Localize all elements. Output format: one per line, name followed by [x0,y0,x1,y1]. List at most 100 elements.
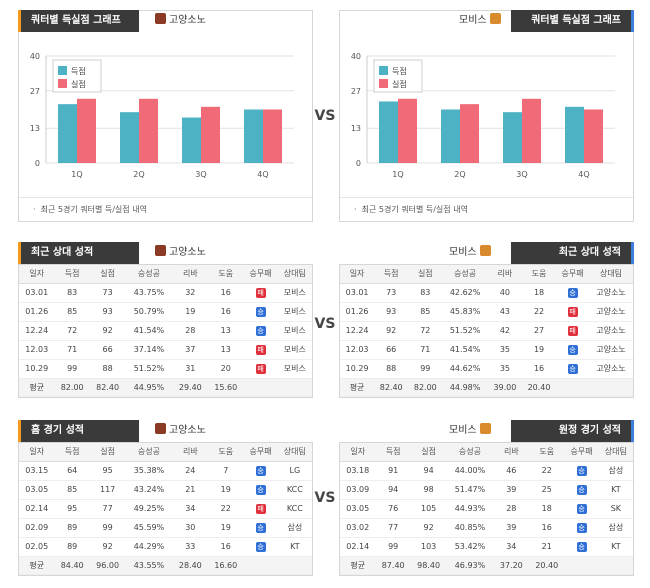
column-header: 승성공 [125,443,173,462]
header-accent [631,420,634,442]
table-cell: KT [598,480,633,500]
average-cell: 16.60 [208,556,244,575]
table-cell: 40.85% [446,518,494,538]
average-cell: 15.60 [208,378,244,397]
table-cell: 03.05 [340,499,376,519]
x-tick-label: 3Q [195,170,206,179]
result-badge: 패 [255,287,266,298]
average-cell [589,378,633,397]
table-cell: 53.42% [446,537,494,557]
team-label-left: 고양소노 [155,420,206,442]
table-cell: 28 [493,499,530,519]
table-cell: 51.52% [442,321,488,341]
table-cell: 18 [521,283,557,303]
average-cell: 84.40 [54,556,90,575]
table-cell: 고양소노 [589,340,633,360]
column-header: 일자 [19,443,55,462]
result-badge: 승 [576,484,587,495]
bar-score [120,112,139,163]
table-cell: 85 [408,302,443,322]
result-badge: 승 [255,325,266,336]
header-accent [18,10,21,32]
result-badge: 승 [576,503,587,514]
legend-box [373,59,423,93]
average-cell: 평균 [19,556,55,575]
result-cell: 패 [243,499,278,519]
legend-label: 득점 [71,66,86,76]
table-cell: 98 [410,480,447,500]
column-header: 실점 [408,265,443,284]
x-tick-label: 1Q [392,170,403,179]
table-cell: 99 [375,537,411,557]
table-cell: 72 [408,321,443,341]
header-accent [18,420,21,442]
average-cell: 39.00 [487,378,522,397]
column-header: 상대팀 [277,265,312,284]
table-cell: 20 [208,359,244,379]
table-cell: 46 [493,461,530,481]
legend-swatch [379,66,388,75]
chart-note-text: 최근 5경기 쿼터별 득/실점 내역 [40,205,147,214]
result-badge: 패 [567,306,578,317]
result-badge: 승 [576,465,587,476]
table-cell: 92 [374,321,409,341]
team-label-right: 모비스 [449,420,494,442]
team-name: 모비스 [449,247,477,258]
bar-concede [77,98,96,163]
table-cell: 49.25% [125,499,173,519]
table-cell: 41.54% [125,321,173,341]
table-cell: 32 [172,283,209,303]
chart-header-title: 쿼터별 득실점 그래프 [21,10,139,32]
table-row: 12.03 71 66 37.14% 37 13 패 모비스 [19,340,312,360]
table-cell: 39 [493,480,530,500]
table-cell: 44.62% [442,359,488,379]
team-label-left: 고양소노 [155,10,206,32]
table-cell: 93 [374,302,409,322]
table-cell: 03.09 [340,480,376,500]
column-header: 상대팀 [277,443,312,462]
y-tick-label: 13 [351,124,361,133]
table-cell: 01.26 [340,302,375,322]
result-cell: 패 [243,359,278,379]
average-cell: 평균 [19,378,55,397]
table-cell: 22 [521,302,557,322]
column-header: 승성공 [125,265,173,284]
legend-swatch [58,79,67,88]
bar-concede [398,98,417,163]
team-label-left: 고양소노 [155,242,206,264]
header-accent [18,242,21,264]
table-cell: 45.59% [125,518,173,538]
table-cell: 45.83% [442,302,488,322]
average-cell [243,378,278,397]
table-cell: 16 [521,359,557,379]
result-badge: 승 [255,541,266,552]
table-cell: 7 [208,461,244,481]
table-row: 03.09 94 98 51.47% 39 25 승 KT [340,480,633,500]
table-cell: 44.29% [125,537,173,557]
column-header: 도움 [208,265,244,284]
table-row: 03.02 77 92 40.85% 39 16 승 삼성 [340,518,633,538]
table-cell: 89 [54,518,90,538]
table-cell: 22 [208,499,244,519]
bar-score [565,106,584,163]
average-cell [277,556,312,575]
table-cell: 16 [208,537,244,557]
table-cell: 40 [487,283,522,303]
table-row: 01.26 93 85 45.83% 43 22 패 고양소노 [340,302,633,322]
table-cell: 73 [89,283,126,303]
x-tick-label: 2Q [133,170,144,179]
table-header-row: 일자 득점 실점 승성공 리바 도움 승무패 상대팀 [19,443,312,462]
average-cell: 82.00 [408,378,443,397]
table-cell: 고양소노 [589,283,633,303]
column-header: 리바 [172,265,209,284]
result-cell: 승 [564,499,599,519]
table-cell: 30 [172,518,209,538]
table-cell: 35 [487,359,522,379]
result-badge: 승 [255,306,266,317]
column-header: 승무패 [243,265,278,284]
table-cell: 85 [54,302,90,322]
table-cell: 88 [374,359,409,379]
average-cell: 20.40 [521,378,557,397]
result-badge: 패 [567,325,578,336]
